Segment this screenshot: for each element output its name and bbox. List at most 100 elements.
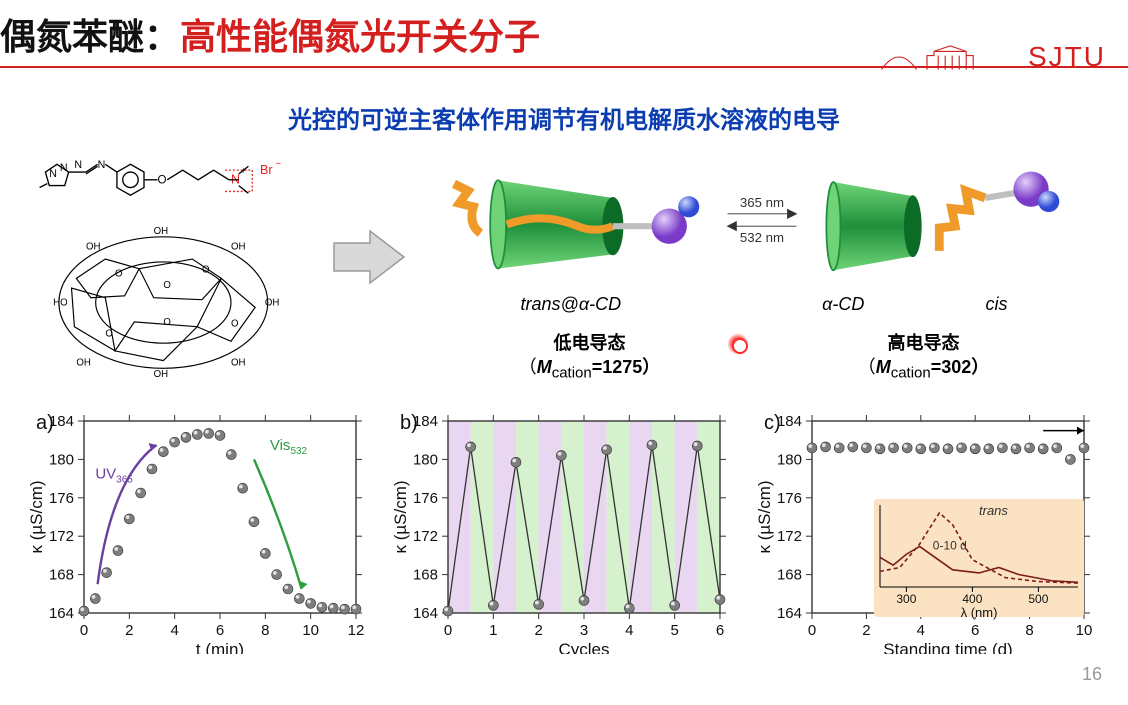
svg-text:trans: trans xyxy=(979,504,1008,519)
schematic-labels: trans@α-CD α-CD cis xyxy=(420,294,1088,315)
svg-text:300: 300 xyxy=(896,592,916,606)
svg-text:O: O xyxy=(163,317,171,328)
svg-text:OH: OH xyxy=(86,241,101,252)
svg-text:172: 172 xyxy=(413,529,438,546)
svg-text:180: 180 xyxy=(49,452,74,469)
svg-text:5: 5 xyxy=(670,622,678,639)
svg-text:164: 164 xyxy=(777,605,802,622)
svg-text:180: 180 xyxy=(413,452,438,469)
svg-text:168: 168 xyxy=(413,567,438,584)
svg-text:κ (µS/cm): κ (µS/cm) xyxy=(391,481,410,554)
svg-text:164: 164 xyxy=(413,605,438,622)
svg-text:Standing time (d): Standing time (d) xyxy=(883,640,1012,654)
svg-text:a): a) xyxy=(36,412,54,434)
subtitle: 光控的可逆主客体作用调节有机电解质水溶液的电导 xyxy=(0,100,1128,135)
high-conductivity-state: 高电导态 （Mcation=302） xyxy=(858,331,990,384)
svg-text:3: 3 xyxy=(580,622,588,639)
svg-text:0: 0 xyxy=(80,622,88,639)
label-alpha-cd: α-CD xyxy=(822,294,864,315)
host-guest-schematic: 365 nm 532 nm trans@α-CD α-CD cis xyxy=(420,145,1088,365)
svg-text:184: 184 xyxy=(777,413,802,430)
svg-text:176: 176 xyxy=(413,490,438,507)
low-state-formula: （Mcation=1275） xyxy=(519,355,661,384)
label-cis: cis xyxy=(985,294,1007,315)
svg-text:−: − xyxy=(275,158,281,169)
svg-text:OH: OH xyxy=(76,357,91,368)
big-arrow-icon xyxy=(330,225,408,289)
svg-text:OH: OH xyxy=(231,357,246,368)
svg-text:λ (nm): λ (nm) xyxy=(961,605,998,620)
svg-text:8: 8 xyxy=(261,622,269,639)
svg-text:Cycles: Cycles xyxy=(558,640,609,654)
svg-text:N: N xyxy=(98,159,106,171)
svg-text:0: 0 xyxy=(808,622,816,639)
svg-text:b): b) xyxy=(400,412,418,434)
svg-text:O: O xyxy=(158,175,167,187)
chart-c: 1641681721761801840246810Standing time (… xyxy=(750,409,1100,654)
svg-text:OH: OH xyxy=(231,241,246,252)
svg-text:8: 8 xyxy=(1025,622,1033,639)
svg-text:OH: OH xyxy=(265,297,280,308)
low-state-title: 低电导态 xyxy=(519,331,661,355)
chemical-structures: N N N N O N+ Br− xyxy=(28,145,318,401)
low-conductivity-state: 低电导态 （Mcation=1275） xyxy=(519,331,661,384)
svg-text:N: N xyxy=(74,159,82,171)
svg-text:172: 172 xyxy=(49,529,74,546)
title-part-2: 高性能偶氮光开关分子 xyxy=(180,16,540,57)
svg-text:4: 4 xyxy=(917,622,925,639)
wavelength-bottom: 532 nm xyxy=(740,230,784,245)
high-state-formula: （Mcation=302） xyxy=(858,355,990,384)
svg-text:4: 4 xyxy=(170,622,178,639)
svg-text:N: N xyxy=(60,162,68,174)
schematic-svg: 365 nm 532 nm xyxy=(420,145,1088,295)
svg-text:400: 400 xyxy=(962,592,982,606)
svg-text:0: 0 xyxy=(444,622,452,639)
svg-text:κ (µS/cm): κ (µS/cm) xyxy=(755,481,774,554)
schematic-row: N N N N O N+ Br− xyxy=(0,135,1128,401)
svg-text:O: O xyxy=(231,319,239,330)
svg-text:O: O xyxy=(115,268,123,279)
title-part-1: 偶氮苯醚： xyxy=(0,16,180,57)
svg-text:OH: OH xyxy=(154,226,169,237)
svg-text:4: 4 xyxy=(625,622,633,639)
page-number: 16 xyxy=(1082,664,1102,685)
charts-row: 164168172176180184024681012t (min)κ (µS/… xyxy=(0,401,1128,654)
svg-text:HO: HO xyxy=(53,297,68,308)
svg-text:6: 6 xyxy=(971,622,979,639)
svg-text:168: 168 xyxy=(777,567,802,584)
svg-text:N: N xyxy=(49,168,57,180)
svg-text:10: 10 xyxy=(302,622,319,639)
sjtu-text: SJTU xyxy=(1028,41,1106,73)
svg-text:180: 180 xyxy=(777,452,802,469)
svg-text:6: 6 xyxy=(716,622,724,639)
sjtu-logo: SJTU xyxy=(878,40,1106,74)
svg-text:172: 172 xyxy=(777,529,802,546)
sjtu-arch-icon xyxy=(878,40,1018,74)
svg-text:UV365: UV365 xyxy=(95,466,133,486)
svg-text:2: 2 xyxy=(534,622,542,639)
svg-text:12: 12 xyxy=(348,622,365,639)
svg-text:0-10 d: 0-10 d xyxy=(933,539,967,553)
wavelength-top: 365 nm xyxy=(740,195,784,210)
high-state-title: 高电导态 xyxy=(858,331,990,355)
svg-text:c): c) xyxy=(764,412,781,434)
svg-text:164: 164 xyxy=(49,605,74,622)
svg-text:500: 500 xyxy=(1028,592,1048,606)
svg-text:Vis532: Vis532 xyxy=(270,437,308,457)
chart-b: 1641681721761801840123456Cyclesκ (µS/cm)… xyxy=(386,409,736,654)
svg-text:2: 2 xyxy=(862,622,870,639)
chart-a: 164168172176180184024681012t (min)κ (µS/… xyxy=(22,409,372,654)
laser-pointer-icon xyxy=(727,333,749,355)
svg-text:176: 176 xyxy=(777,490,802,507)
svg-text:O: O xyxy=(163,280,171,291)
title-bar: 偶氮苯醚：高性能偶氮光开关分子 SJTU xyxy=(0,0,1128,72)
svg-text:Br: Br xyxy=(260,163,273,177)
svg-text:176: 176 xyxy=(49,490,74,507)
conductivity-states: 低电导态 （Mcation=1275） 高电导态 （Mcation=302） xyxy=(420,331,1088,384)
chem-structure-svg: N N N N O N+ Br− xyxy=(28,145,318,396)
svg-text:168: 168 xyxy=(49,567,74,584)
svg-text:κ (µS/cm): κ (µS/cm) xyxy=(27,481,46,554)
svg-text:1: 1 xyxy=(489,622,497,639)
svg-text:2: 2 xyxy=(125,622,133,639)
svg-text:6: 6 xyxy=(216,622,224,639)
